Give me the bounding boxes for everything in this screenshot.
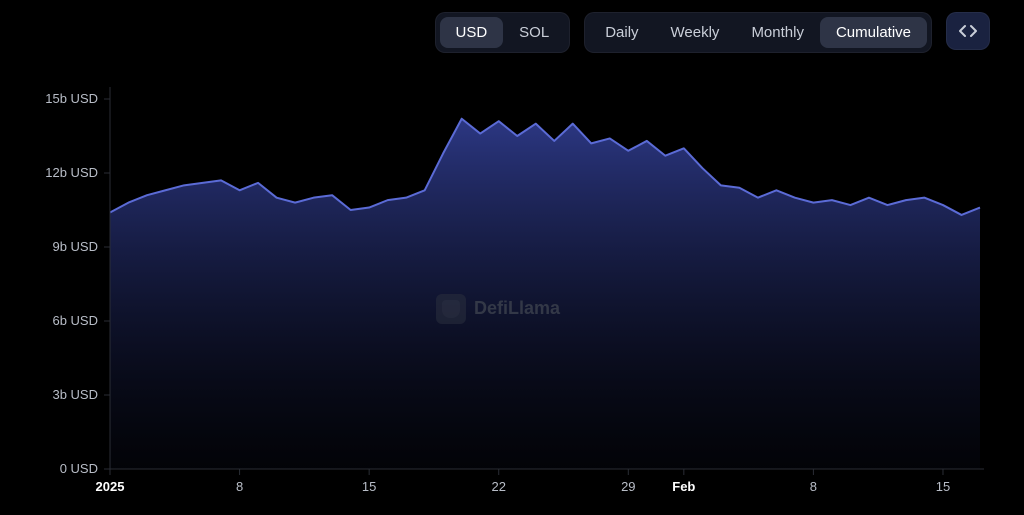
y-tick-label: 0 USD [60, 461, 98, 476]
x-tick-label: 8 [810, 479, 817, 494]
y-tick-label: 9b USD [52, 239, 98, 254]
interval-option-monthly[interactable]: Monthly [735, 17, 820, 48]
interval-toggle: DailyWeeklyMonthlyCumulative [584, 12, 932, 53]
currency-toggle: USDSOL [435, 12, 571, 53]
y-tick-label: 15b USD [45, 91, 98, 106]
y-tick-label: 3b USD [52, 387, 98, 402]
x-tick-label: 2025 [96, 479, 125, 494]
y-tick-label: 6b USD [52, 313, 98, 328]
embed-button[interactable] [946, 12, 990, 50]
currency-option-usd[interactable]: USD [440, 17, 504, 48]
toolbar: USDSOL DailyWeeklyMonthlyCumulative [0, 12, 996, 53]
x-tick-label: 15 [362, 479, 376, 494]
x-tick-label: 29 [621, 479, 635, 494]
area-fill [110, 119, 980, 469]
interval-option-weekly[interactable]: Weekly [655, 17, 736, 48]
interval-option-daily[interactable]: Daily [589, 17, 654, 48]
interval-option-cumulative[interactable]: Cumulative [820, 17, 927, 48]
x-tick-label: Feb [672, 479, 695, 494]
currency-option-sol[interactable]: SOL [503, 17, 565, 48]
y-tick-label: 12b USD [45, 165, 98, 180]
chart-area: 0 USD 3b USD 6b USD 9b USD 12b USD 15b USD 202… [0, 71, 996, 511]
x-tick-label: 8 [236, 479, 243, 494]
chart-screenshot: USDSOL DailyWeeklyMonthlyCumulative 0 US… [0, 0, 1024, 515]
area-chart: 0 USD 3b USD 6b USD 9b USD 12b USD 15b USD 202… [0, 71, 1000, 511]
x-tick-label: 22 [491, 479, 505, 494]
x-tick-label: 15 [936, 479, 950, 494]
code-icon [959, 24, 977, 38]
